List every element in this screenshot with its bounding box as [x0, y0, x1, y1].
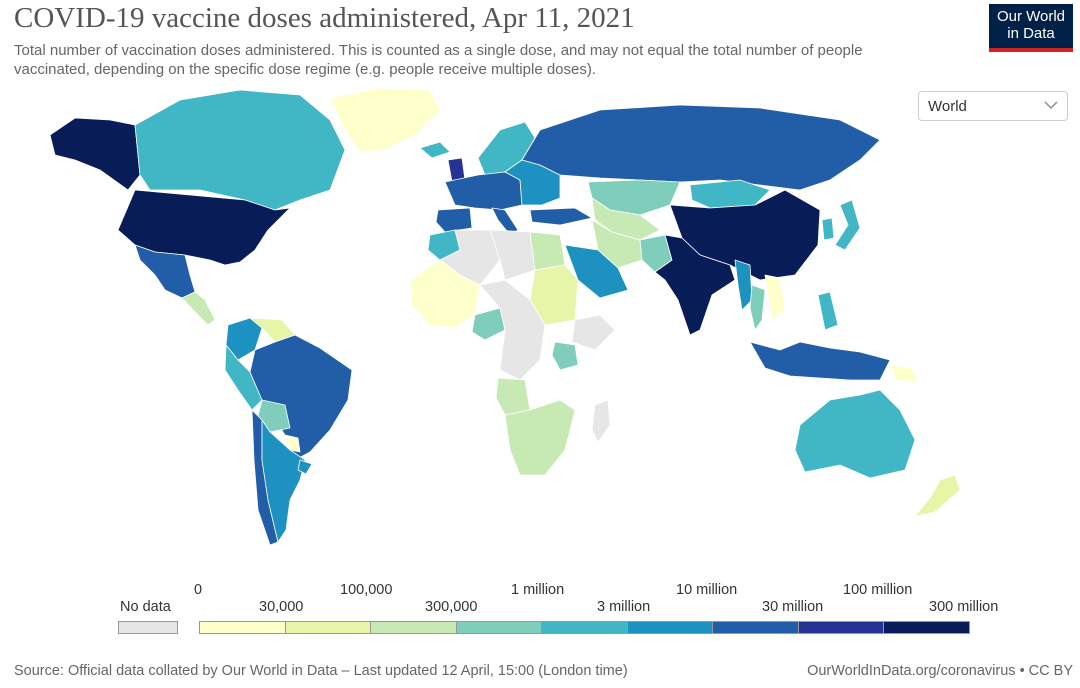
kenya[interactable]	[551, 341, 579, 371]
madagascar[interactable]	[591, 399, 611, 443]
region-select-value: World	[928, 98, 967, 115]
legend-bin-7[interactable]	[797, 621, 885, 634]
russia[interactable]	[521, 104, 881, 191]
legend-bin-1[interactable]	[284, 621, 372, 634]
chart-subtitle: Total number of vaccination doses admini…	[14, 42, 863, 78]
india[interactable]	[654, 234, 736, 336]
japan[interactable]	[834, 199, 861, 251]
source-link[interactable]: OurWorldInData.org/coronavirus • CC BY	[807, 663, 1073, 679]
turkey[interactable]	[529, 207, 593, 226]
vietnam[interactable]	[764, 274, 786, 321]
angola[interactable]	[495, 377, 531, 416]
central-asia[interactable]	[591, 197, 661, 241]
southern-africa[interactable]	[504, 399, 576, 476]
myanmar[interactable]	[734, 259, 753, 311]
legend-bin-0[interactable]	[199, 621, 286, 634]
new-zealand[interactable]	[914, 474, 961, 517]
alaska[interactable]	[49, 117, 141, 191]
legend-upper-tick: 1 million	[511, 582, 565, 598]
legend-upper-tick: 10 million	[676, 582, 738, 598]
nigeria[interactable]	[471, 307, 506, 341]
libya[interactable]	[489, 229, 536, 281]
argentina[interactable]	[261, 419, 306, 543]
legend-upper-tick: 100,000	[340, 582, 393, 598]
legend-no-data-label: No data	[120, 599, 171, 615]
greenland[interactable]	[329, 87, 441, 153]
legend-lower-tick: 3 million	[597, 599, 651, 615]
legend-lower-tick: 300,000	[425, 599, 478, 615]
philippines[interactable]	[817, 291, 839, 331]
legend-bin-6[interactable]	[712, 621, 799, 634]
central-america[interactable]	[181, 291, 216, 326]
korea[interactable]	[821, 217, 835, 241]
owid-logo[interactable]: Our World in Data	[989, 4, 1073, 52]
canada[interactable]	[134, 89, 346, 211]
legend-bin-5[interactable]	[626, 621, 714, 634]
chart-title: COVID-19 vaccine doses administered, Apr…	[14, 2, 635, 34]
legend-bin-2[interactable]	[370, 621, 457, 634]
iceland[interactable]	[419, 141, 451, 159]
indonesia[interactable]	[749, 341, 891, 381]
world-map[interactable]	[0, 80, 1080, 560]
thailand[interactable]	[749, 284, 766, 331]
legend-bin-8[interactable]	[883, 621, 970, 634]
logo-line-2: in Data	[1007, 25, 1055, 42]
region-select[interactable]: World	[918, 91, 1068, 121]
ethiopia[interactable]	[571, 314, 616, 351]
paraguay[interactable]	[284, 434, 301, 453]
legend-upper-tick: 0	[194, 582, 203, 598]
legend-no-data-swatch[interactable]	[118, 621, 178, 634]
spain[interactable]	[435, 207, 473, 233]
central-africa[interactable]	[479, 279, 546, 381]
source-note: Source: Official data collated by Our Wo…	[14, 663, 628, 679]
legend-bin-3[interactable]	[455, 621, 543, 634]
australia[interactable]	[794, 389, 916, 479]
egypt[interactable]	[529, 231, 566, 271]
legend-bin-4[interactable]	[541, 621, 628, 634]
bolivia[interactable]	[257, 399, 291, 433]
legend-upper-tick: 100 million	[843, 582, 913, 598]
uruguay[interactable]	[297, 459, 313, 475]
legend-lower-tick: 300 million	[929, 599, 999, 615]
legend-lower-tick: 30,000	[259, 599, 304, 615]
chevron-down-icon	[1044, 101, 1058, 110]
legend-lower-tick: 30 million	[762, 599, 824, 615]
logo-line-1: Our World	[996, 8, 1066, 25]
png[interactable]	[889, 364, 919, 383]
peru[interactable]	[224, 344, 263, 411]
